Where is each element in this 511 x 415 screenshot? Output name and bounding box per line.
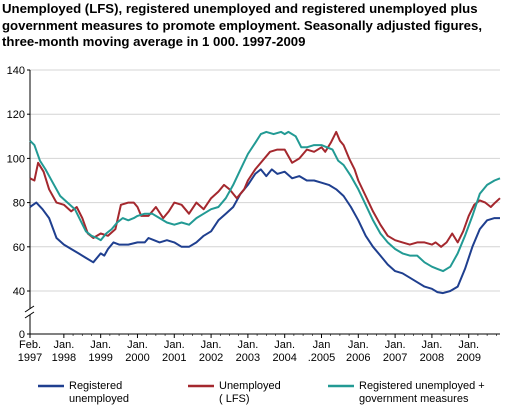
x-tick-label: Jan. <box>422 339 443 351</box>
x-tick-label: 2002 <box>199 352 223 364</box>
x-tick-label: Jan. <box>127 339 148 351</box>
x-tick-label: Jan <box>313 339 331 351</box>
series-line-0 <box>29 168 500 295</box>
x-tick-label: 2009 <box>456 352 480 364</box>
y-tick-label: 0 <box>19 329 25 341</box>
series-line-1 <box>29 130 501 248</box>
x-tick-label: Jan. <box>201 339 222 351</box>
x-tick-label: .2005 <box>308 352 336 364</box>
x-tick-label: 2003 <box>236 352 260 364</box>
x-tick-label: 2000 <box>125 352 149 364</box>
x-tick-label: Jan. <box>53 339 74 351</box>
legend-label-line2: unemployed <box>69 393 129 405</box>
y-tick-label: 100 <box>7 153 25 165</box>
x-tick-label: 2006 <box>346 352 370 364</box>
legend-label-line2: government measures <box>359 393 469 405</box>
x-tick-label: Jan. <box>385 339 406 351</box>
x-tick-label: 2008 <box>420 352 444 364</box>
axis-break-gap <box>25 309 35 315</box>
x-tick-label: 2007 <box>383 352 407 364</box>
x-tick-label: 1999 <box>88 352 112 364</box>
x-tick-label: Jan. <box>274 339 295 351</box>
y-tick-label: 40 <box>13 286 25 298</box>
x-tick-label: 1998 <box>52 352 76 364</box>
x-tick-label: 2001 <box>162 352 186 364</box>
y-tick-label: 140 <box>7 65 25 77</box>
x-tick-label: 2004 <box>272 352 296 364</box>
x-tick-label: 1997 <box>18 352 42 364</box>
legend-label-line1: Unemployed <box>219 380 281 392</box>
x-tick-label: Feb. <box>19 339 41 351</box>
x-tick-label: Jan. <box>458 339 479 351</box>
axis-break-mark <box>24 311 35 319</box>
y-tick-label: 80 <box>13 198 25 210</box>
x-tick-label: Jan. <box>164 339 185 351</box>
x-tick-label: Jan. <box>237 339 258 351</box>
x-tick-label: Jan. <box>348 339 369 351</box>
series-line-2 <box>29 130 501 273</box>
legend-label-line1: Registered unemployed + <box>359 380 485 392</box>
legend-label-line1: Registered <box>69 380 122 392</box>
axis-break-mark <box>24 305 35 313</box>
legend-label-line2: ( LFS) <box>219 393 250 405</box>
x-tick-label: Jan. <box>90 339 111 351</box>
y-tick-label: 60 <box>13 242 25 254</box>
chart-title: Unemployed (LFS), registered unemployed … <box>2 1 483 49</box>
y-tick-label: 120 <box>7 109 25 121</box>
